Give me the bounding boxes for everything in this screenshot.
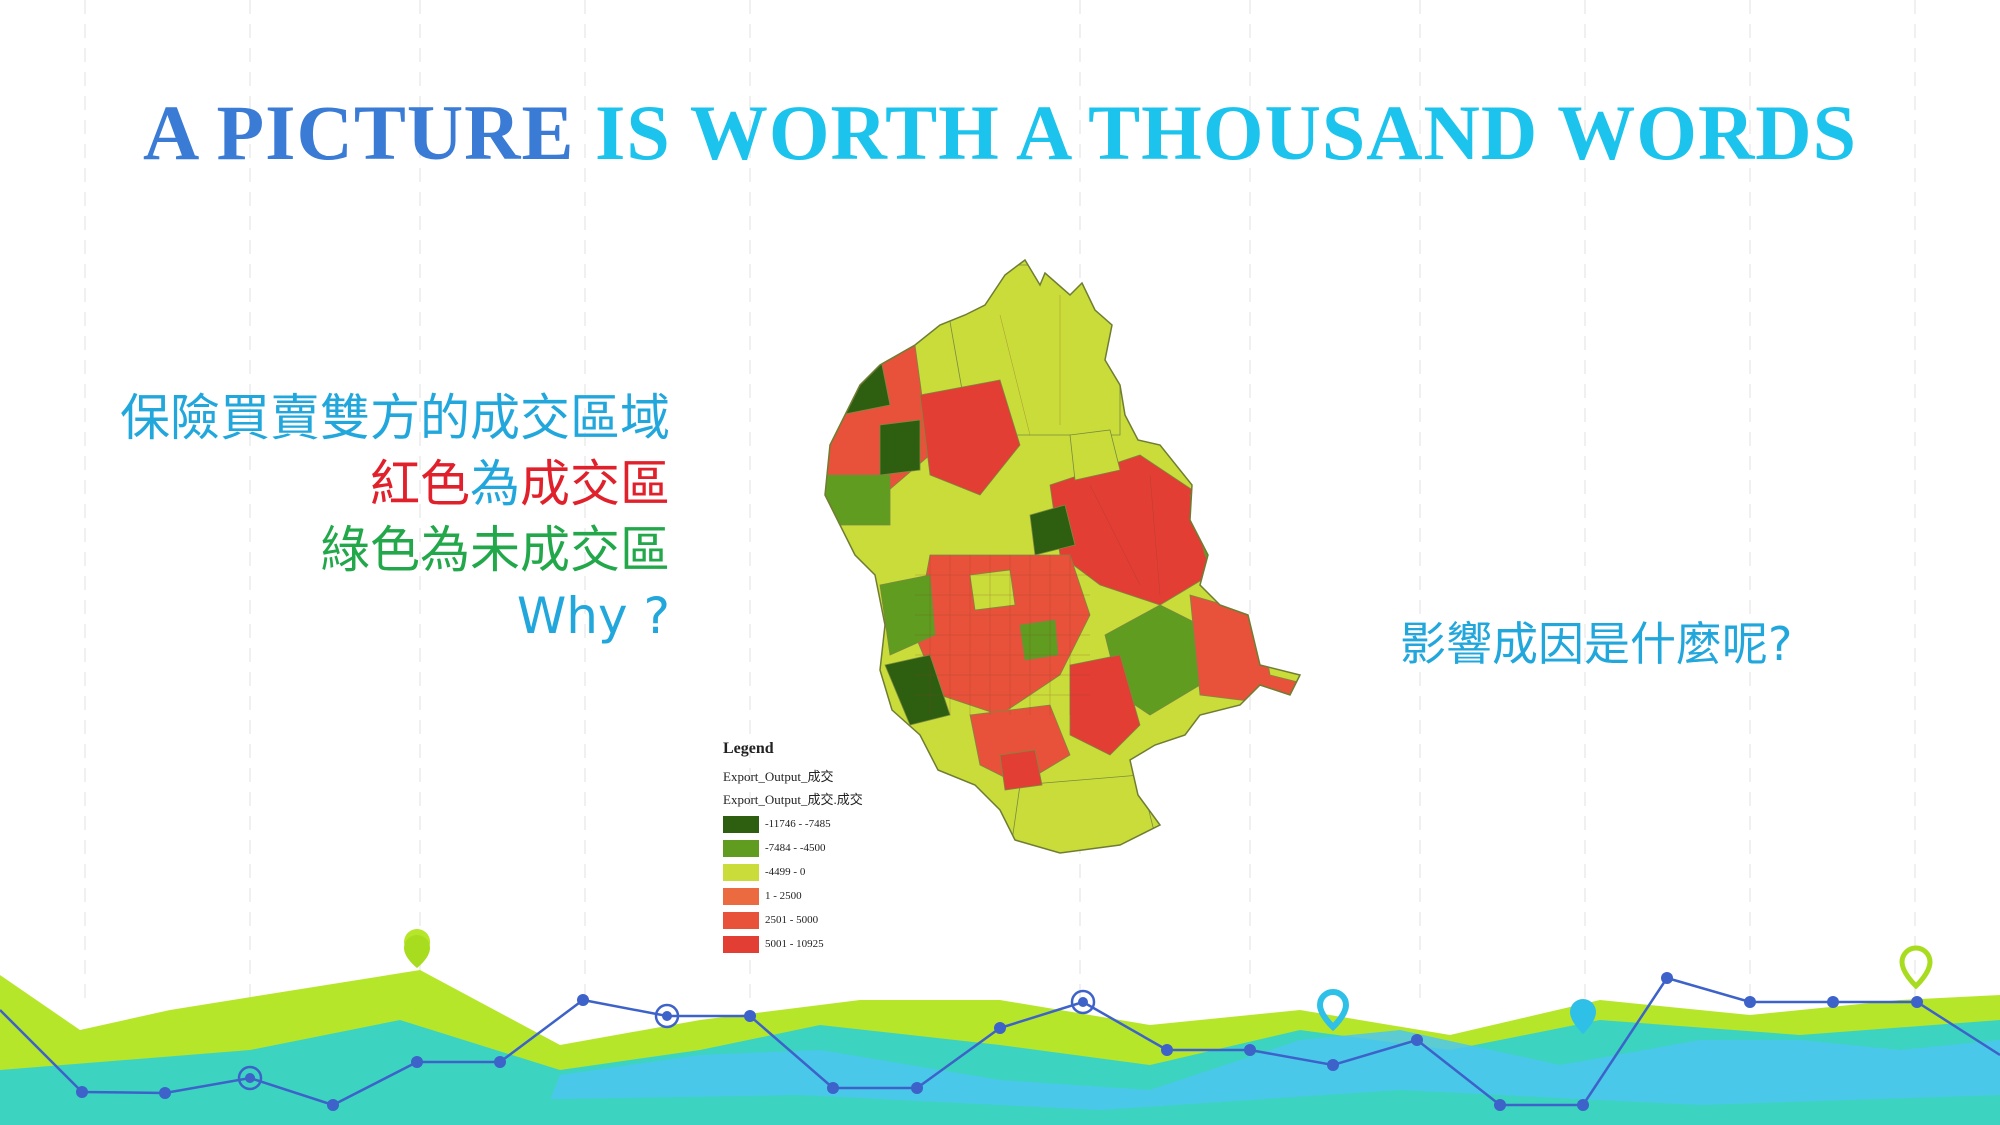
legend-swatch — [723, 911, 759, 929]
legend-row: -11746 - -7485 — [723, 812, 953, 836]
legend-label: -7484 - -4500 — [765, 842, 826, 854]
downtown-deal-region — [914, 554, 1091, 716]
legend-label: 5001 - 10925 — [765, 938, 824, 950]
legend-row: 1 - 2500 — [723, 884, 953, 908]
connector-word: 為 — [470, 455, 520, 513]
legend-swatch — [723, 887, 759, 905]
legend-swatch — [723, 815, 759, 833]
south-small-deal — [999, 749, 1043, 791]
legend-row: -7484 - -4500 — [723, 836, 953, 860]
legend-label: 2501 - 5000 — [765, 914, 819, 926]
central-dark-patch — [1029, 504, 1076, 556]
map-pin-icon — [1899, 945, 1933, 990]
west-dark-patch — [879, 419, 921, 476]
legend-row: 5001 - 10925 — [723, 932, 953, 956]
map-pin-icon — [404, 935, 430, 968]
deal-zone-word: 成交區 — [520, 455, 670, 513]
legend-layer-1: Export_Output_成交 — [723, 769, 834, 784]
map-pin-icon — [1316, 989, 1350, 1032]
choropleth-map — [824, 258, 1302, 854]
target-ring-icon — [654, 1003, 680, 1029]
title-part-1: A PICTURE — [142, 89, 575, 176]
description-line-3: 綠色為未成交區 — [320, 521, 670, 579]
description-line-2: 紅色為成交區 — [30, 451, 670, 517]
map-legend: Legend Export_Output_成交 Export_Output_成交… — [723, 740, 953, 956]
south-central-deal-region — [1069, 654, 1141, 756]
map-outline — [824, 258, 1302, 854]
downtown-patch-b — [1019, 619, 1059, 661]
southwest-dark-region — [884, 654, 951, 726]
description-block: 保險買賣雙方的成交區域 紅色為成交區 綠色為未成交區 Why ? — [30, 385, 670, 649]
target-ring-icon — [237, 1065, 263, 1091]
south-deal-region — [969, 704, 1071, 786]
downtown-patch-a — [969, 569, 1016, 611]
slide-title: A PICTURE IS WORTH A THOUSAND WORDS — [0, 88, 2000, 178]
legend-swatch — [723, 839, 759, 857]
west-low-region — [825, 474, 891, 526]
legend-label: 1 - 2500 — [765, 890, 802, 902]
red-word: 紅色 — [370, 455, 470, 513]
legend-swatch — [723, 935, 759, 953]
legend-label: -11746 - -7485 — [765, 818, 831, 830]
legend-row: -4499 - 0 — [723, 860, 953, 884]
footer-decoration — [0, 929, 2000, 1125]
legend-label: -4499 - 0 — [765, 866, 806, 878]
legend-swatch — [723, 863, 759, 881]
north-central-deal-region — [919, 379, 1021, 496]
question-text: 影響成因是什麼呢? — [1400, 617, 1793, 671]
description-line-1: 保險買賣雙方的成交區域 — [120, 389, 670, 447]
legend-row: 2501 - 5000 — [723, 908, 953, 932]
east-arm-deal-region — [1189, 594, 1300, 706]
target-ring-icon — [1070, 989, 1096, 1015]
title-part-2: IS WORTH A THOUSAND WORDS — [574, 89, 1858, 176]
legend-layer-2: Export_Output_成交.成交 — [723, 792, 863, 807]
mid-north-region — [1069, 429, 1121, 481]
footer-base-band — [0, 1085, 2000, 1125]
description-line-4: Why ? — [516, 587, 670, 645]
southern-hills-region — [1009, 774, 1161, 853]
southwest-nodeal-region — [879, 574, 936, 656]
legend-title: Legend — [723, 740, 774, 757]
legend-rows: -11746 - -7485 -7484 - -4500 -4499 - 0 1 - … — [723, 812, 953, 956]
map-pin-icon — [1570, 999, 1596, 1034]
